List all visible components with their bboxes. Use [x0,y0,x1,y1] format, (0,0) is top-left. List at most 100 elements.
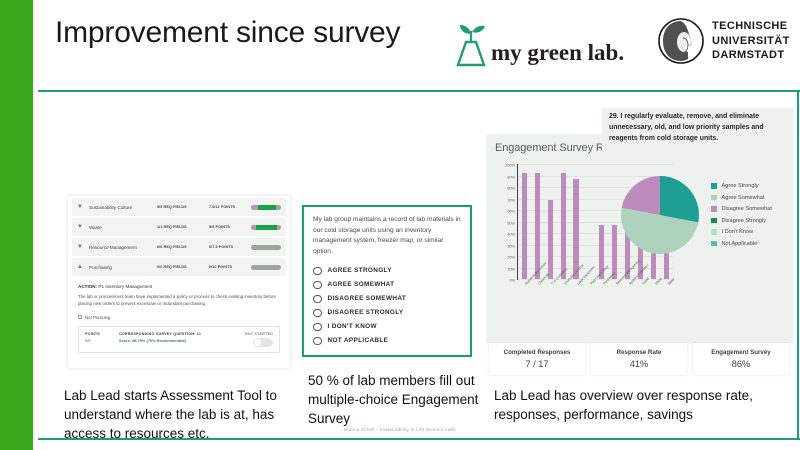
gridline: 40% [507,232,673,237]
survey-option[interactable]: AGREE STRONGLY [313,266,461,276]
stat-value: 7 / 17 [525,359,549,369]
right-border-rule [797,90,799,440]
action-body-text: The lab or procurement team have impleme… [78,294,276,307]
legend-item: Agree Somewhat [711,195,772,201]
gridline: 50% [507,220,673,225]
assessment-category-list: ▼ Sustainability Culture 5/5 REQ FIELDS 7.5… [68,198,290,276]
survey-option[interactable]: DISAGREE STRONGLY [313,308,461,318]
x-axis-tick-label: Waste [653,276,663,286]
legend-swatch [711,229,717,235]
legend-item: Disagree Somewhat [711,206,772,212]
page-title: Improvement since survey [55,16,401,49]
category-req-fields: 0/0 REQ FIELDS [157,265,187,269]
legend-label: Agree Strongly [721,183,759,189]
category-progress-bar [251,224,281,230]
assessment-category-row[interactable]: ▲ Purchasing 0/0 REQ FIELDS 0/10 POINTS [72,258,286,276]
survey-option[interactable]: I DON'T KNOW [313,322,461,332]
category-points: 7.5/11 POINTS [209,205,236,209]
stat-value: 86% [731,359,751,369]
survey-option[interactable]: NOT APPLICABLE [313,336,461,346]
tud-line-3: DARMSTADT [712,49,785,62]
x-axis-tick-label: Sustainability Culture [523,261,547,286]
legend-item: Disagree Strongly [711,218,772,224]
chart-bar [573,178,579,279]
not-pursuing-label: Not Pursuing [85,314,111,320]
assessment-category-row[interactable]: ▼ Waste 1/1 REQ FIELDS 5/5 POINTS [72,218,286,236]
survey-option-label: DISAGREE STRONGLY [327,309,404,317]
assessment-category-row[interactable]: ▼ Resource Management 0/0 REQ FIELDS 0/7.5 … [72,238,286,256]
slide-header: Improvement since survey my green lab. T… [33,0,800,90]
stat-label: Engagement Survey [711,349,771,356]
assessment-category-row[interactable]: ▼ Sustainability Culture 5/5 REQ FIELDS 7.5… [72,198,286,216]
question-callout: 29. I regularly evaluate, remove, and el… [602,108,793,158]
survey-question-column: CORRESPONDING SURVEY QUESTION: 11 Score:… [119,332,225,343]
sprout-flask-icon [456,25,486,67]
points-value: 0/5 [85,337,91,343]
survey-options-list: AGREE STRONGLY AGREE SOMEWHAT DISAGREE SOM… [313,266,461,346]
legend-label: I Don't Know [721,229,754,235]
chart-bar [521,173,528,279]
legend-swatch [711,183,717,189]
chart-bar [638,224,644,279]
gridline: 80% [507,186,673,191]
caption-middle: 50 % of lab members fill out multiple-ch… [308,373,479,427]
gridline: 60% [507,209,673,214]
legend-swatch [711,240,717,247]
category-name: Resource Management [89,244,137,250]
chart-bar [534,173,540,279]
caption-left: Lab Lead starts Assessment Tool to under… [64,388,277,442]
points-column: POINTS 0/5 [85,332,111,343]
checkbox-icon[interactable] [78,315,82,320]
y-axis-tick-label: 40% [507,231,515,237]
points-label: POINTS [85,331,100,336]
category-name: Sustainability Culture [89,204,133,210]
pie-slices [621,176,699,254]
gridline: 70% [507,197,673,202]
legend-swatch [711,206,717,212]
legend-item: I Don't Know [711,229,772,235]
gridline: 0% [509,278,673,283]
chevron-down-icon[interactable]: ▼ [77,244,83,250]
chart-bar [560,173,566,279]
survey-option[interactable]: DISAGREE SOMEWHAT [313,294,461,304]
y-axis-tick-label: 10% [507,266,515,271]
x-axis-tick-label: Information Energy [562,263,584,286]
chevron-down-icon[interactable]: ▼ [77,204,83,210]
radio-button-icon[interactable] [313,308,322,318]
category-req-fields: 1/1 REQ FIELDS [157,225,187,229]
radio-button-icon[interactable] [313,322,322,332]
corresponding-question-score: Score: 86.79% (70% Recommended) [119,337,186,343]
gridline: 90% [507,174,673,179]
y-axis-tick-label: 30% [507,243,515,248]
x-axis-tick-label: Systems Operation [627,263,649,286]
footer-divider [38,438,800,440]
x-axis-tick-label: Travel [640,276,650,286]
slide-footer: Bianca Schell - Sustainability in Life S… [344,427,456,432]
chevron-up-icon[interactable]: ▲ [77,264,83,270]
status-toggle[interactable] [253,337,273,347]
radio-button-icon[interactable] [313,294,322,304]
action-heading: ACTION: P1 Inventory Management [78,284,280,289]
category-name: Waste [89,224,102,230]
y-axis-tick-label: 90% [507,174,515,179]
survey-option[interactable]: AGREE SOMEWHAT [313,280,461,290]
category-progress-bar [251,204,281,210]
tu-darmstadt-logo: TECHNISCHE UNIVERSITÄT DARMSTADT [658,16,790,66]
radio-button-icon[interactable] [313,336,322,346]
radio-button-icon[interactable] [313,280,322,290]
tu-darmstadt-wordmark: TECHNISCHE UNIVERSITÄT DARMSTADT [712,19,790,63]
x-axis-tick-label: Resource Management [614,258,641,286]
x-axis-tick-label: Plug Load Energy [588,264,609,286]
legend-label: Disagree Strongly [721,217,766,224]
x-axis-tick-label: IT & Computing [549,266,568,286]
chevron-down-icon[interactable]: ▼ [77,224,83,230]
caption-right: Lab Lead has overview over response rate… [494,388,753,423]
radio-button-icon[interactable] [313,266,322,276]
not-pursuing-checkbox-row[interactable]: Not Pursuing [78,315,280,320]
survey-option-label: DISAGREE SOMEWHAT [327,295,407,303]
tud-line-1: TECHNISCHE [712,20,788,33]
stat-label: Response Rate [616,349,662,356]
dashboard-stat-cards: Completed Responses 7 / 17 Response Rate 41… [489,343,789,375]
category-progress-bar [251,244,281,250]
